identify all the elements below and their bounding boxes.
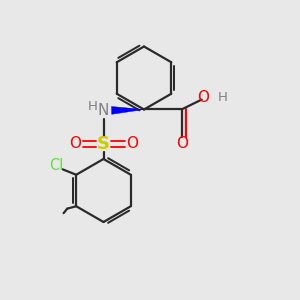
Text: Cl: Cl <box>50 158 64 173</box>
Text: H: H <box>88 100 97 113</box>
Text: H: H <box>218 91 227 104</box>
Text: O: O <box>176 136 188 151</box>
Polygon shape <box>112 106 144 114</box>
Text: S: S <box>97 135 110 153</box>
Text: O: O <box>69 136 81 152</box>
Text: O: O <box>126 136 138 152</box>
Text: N: N <box>98 103 109 118</box>
Text: O: O <box>197 90 209 105</box>
